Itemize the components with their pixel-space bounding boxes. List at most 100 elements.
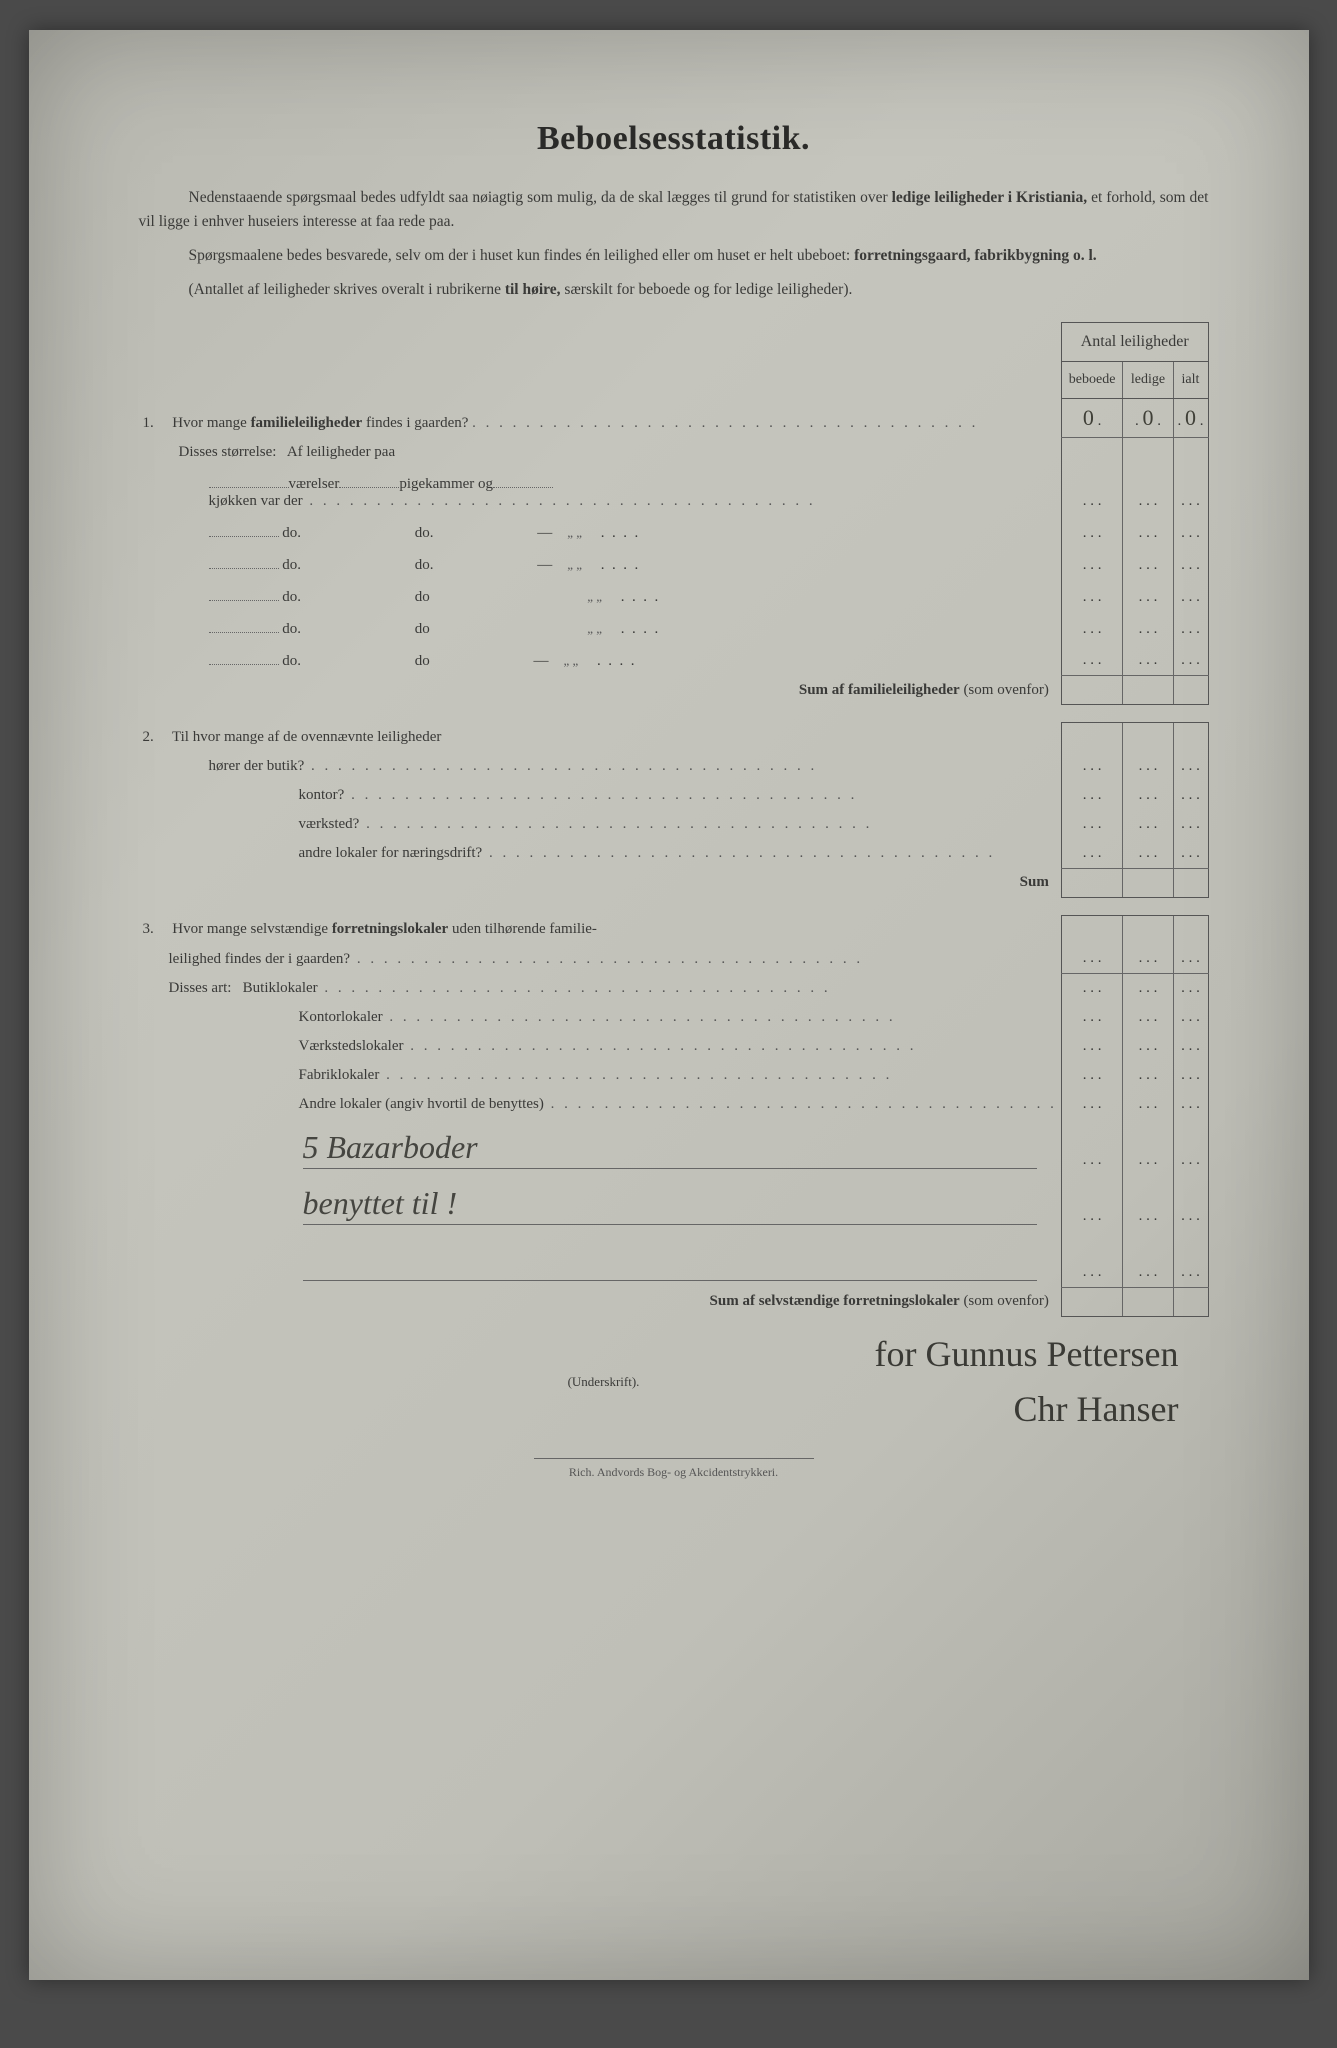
page-title: Beboelsesstatistik. bbox=[139, 120, 1209, 158]
do-label: do. bbox=[415, 557, 434, 573]
signature-line-2: Chr Hanser bbox=[139, 1390, 1179, 1430]
q3-handwritten-1: 5 Bazarboder . . .. . .. . . bbox=[139, 1119, 1209, 1175]
q1-size-row-2: do. do. — „ „ . . . . . . .. . .. . . bbox=[139, 516, 1209, 548]
q3-text: uden tilhørende familie- bbox=[448, 921, 597, 937]
q2-row: 2. Til hvor mange af de ovennævnte leili… bbox=[139, 723, 1209, 752]
q1-sum-label: Sum af familieleiligheder bbox=[799, 682, 960, 698]
intro-bold: til høire, bbox=[505, 281, 561, 298]
q3-andre-row: Andre lokaler (angiv hvortil de benyttes… bbox=[139, 1090, 1209, 1119]
q1-size-row-5: do. do „ „ . . . . . . .. . .. . . bbox=[139, 612, 1209, 644]
intro-bold: ledige leiligheder i Kristiania, bbox=[892, 189, 1087, 206]
q3-art-row: Disses art: Butiklokaler . . .. . .. . . bbox=[139, 974, 1209, 1004]
q2-number: 2. bbox=[143, 729, 169, 746]
q3-text: Hvor mange selvstændige bbox=[172, 921, 332, 937]
q1-sub-row: Disses størrelse: Af leiligheder paa bbox=[139, 438, 1209, 467]
q2-kontor-row: kontor? . . .. . .. . . bbox=[139, 781, 1209, 810]
q2-vaerksted-row: værksted? . . .. . .. . . bbox=[139, 810, 1209, 839]
dash: — bbox=[534, 653, 549, 669]
intro-text: Spørgsmaalene bedes besvarede, selv om d… bbox=[189, 247, 855, 264]
q1-sub-label2: Af leiligheder paa bbox=[287, 444, 395, 460]
q2-sum-label: Sum bbox=[139, 868, 1062, 897]
q2-sum-row: Sum bbox=[139, 868, 1209, 897]
label-kjokken: kjøkken var der bbox=[209, 493, 303, 509]
header-antal: Antal leiligheder bbox=[1061, 323, 1208, 362]
q1-text: Hvor mange bbox=[172, 415, 250, 431]
q1-size-row-4: do. do „ „ . . . . . . .. . .. . . bbox=[139, 580, 1209, 612]
q3-fabrik-row: Fabriklokaler . . .. . .. . . bbox=[139, 1061, 1209, 1090]
q3-sum-row: Sum af selvstændige forretningslokaler (… bbox=[139, 1287, 1209, 1316]
do-label: do bbox=[415, 653, 430, 669]
q1-size-row-6: do. do — „ „ . . . . . . .. . .. . . bbox=[139, 644, 1209, 676]
form-table-wrap: Antal leiligheder beboede ledige ialt 1.… bbox=[139, 322, 1209, 1317]
q3-row: 3. Hvor mange selvstændige forretningslo… bbox=[139, 915, 1209, 944]
q3-handwritten-2: benyttet til ! . . .. . .. . . bbox=[139, 1175, 1209, 1231]
q1-number: 1. bbox=[143, 415, 169, 432]
col-beboede: beboede bbox=[1061, 362, 1123, 399]
q3-sum-label: Sum af selvstændige forretningslokaler bbox=[710, 1293, 960, 1309]
do-label: do bbox=[415, 621, 430, 637]
signature-label: (Underskrift). bbox=[139, 1374, 1069, 1390]
intro-text: (Antallet af leiligheder skrives overalt… bbox=[189, 281, 505, 298]
q2-butik: hører der butik? bbox=[209, 758, 305, 774]
q3-kontor: Kontorlokaler bbox=[299, 1009, 383, 1025]
dash: — bbox=[537, 557, 552, 573]
form-table: Antal leiligheder beboede ledige ialt 1.… bbox=[139, 322, 1209, 1317]
signature-block: for Gunnus Pettersen (Underskrift). Chr … bbox=[139, 1335, 1209, 1430]
q2-vaerksted: værksted? bbox=[299, 816, 360, 832]
col-ialt: ialt bbox=[1173, 362, 1208, 399]
q1-value-ledige: 0 bbox=[1142, 405, 1153, 430]
q3-andre: Andre lokaler (angiv hvortil de benyttes… bbox=[299, 1096, 544, 1112]
q1-sum-row: Sum af familieleiligheder (som ovenfor) bbox=[139, 676, 1209, 705]
ditto-mark: „ „ bbox=[587, 589, 602, 604]
do-label: do. bbox=[282, 589, 301, 605]
q3-number: 3. bbox=[143, 921, 169, 938]
ditto-mark: „ „ bbox=[564, 653, 579, 668]
do-label: do bbox=[415, 589, 430, 605]
document-page: Beboelsesstatistik. Nedenstaaende spørgs… bbox=[29, 30, 1309, 1980]
do-label: do. bbox=[415, 525, 434, 541]
q3-sum-label2: (som ovenfor) bbox=[960, 1293, 1049, 1309]
q1-size-row-1: værelserpigekammer ogkjøkken var der . .… bbox=[139, 467, 1209, 516]
q1-bold: familieleiligheder bbox=[251, 415, 363, 431]
printer-footer: Rich. Andvords Bog- og Akcidentstrykkeri… bbox=[534, 1458, 814, 1480]
q2-text: Til hvor mange af de ovennævnte leilighe… bbox=[172, 729, 441, 745]
handwritten-text-1: 5 Bazarboder bbox=[303, 1129, 478, 1165]
q2-andre-row: andre lokaler for næringsdrift? . . .. .… bbox=[139, 839, 1209, 869]
table-header-row: Antal leiligheder bbox=[139, 323, 1209, 362]
ditto-mark: „ „ bbox=[587, 621, 602, 636]
q3-text-d: leilighed findes der i gaarden? bbox=[169, 951, 351, 967]
q1-row: 1. Hvor mange familieleiligheder findes … bbox=[139, 399, 1209, 438]
q3-bold: forretningslokaler bbox=[332, 921, 448, 937]
q1-value-beboede: 0 bbox=[1083, 405, 1094, 430]
q3-fabrik: Fabriklokaler bbox=[299, 1067, 380, 1083]
table-subheader-row: beboede ledige ialt bbox=[139, 362, 1209, 399]
q1-size-row-3: do. do. — „ „ . . . . . . .. . .. . . bbox=[139, 548, 1209, 580]
q3-butik: Butiklokaler bbox=[243, 980, 318, 996]
label-vaerelser: værelser bbox=[289, 476, 340, 492]
q3-vaerksted: Værkstedslokaler bbox=[299, 1038, 404, 1054]
do-label: do. bbox=[282, 653, 301, 669]
ditto-mark: „ „ bbox=[567, 525, 582, 540]
do-label: do. bbox=[282, 525, 301, 541]
q3-art-label: Disses art: bbox=[169, 980, 232, 996]
dash: — bbox=[537, 525, 552, 541]
label-pigekammer: pigekammer og bbox=[399, 476, 493, 492]
q1-sum-label2: (som ovenfor) bbox=[960, 682, 1049, 698]
handwritten-text-2: benyttet til ! bbox=[303, 1185, 458, 1221]
q2-butik-row: hører der butik? . . .. . .. . . bbox=[139, 752, 1209, 781]
q1-value-ialt: 0 bbox=[1185, 405, 1196, 430]
do-label: do. bbox=[282, 557, 301, 573]
signature-line-1: for Gunnus Pettersen bbox=[139, 1335, 1179, 1375]
q1-sub-label: Disses størrelse: bbox=[179, 444, 277, 460]
q3-vaerksted-row: Værkstedslokaler . . .. . .. . . bbox=[139, 1032, 1209, 1061]
intro-paragraph-3: (Antallet af leiligheder skrives overalt… bbox=[139, 278, 1209, 302]
do-label: do. bbox=[282, 621, 301, 637]
q1-text: findes i gaarden? bbox=[362, 415, 468, 431]
intro-bold: forretningsgaard, fabrikbygning o. l. bbox=[854, 247, 1097, 264]
q3-kontor-row: Kontorlokaler . . .. . .. . . bbox=[139, 1003, 1209, 1032]
q2-kontor: kontor? bbox=[299, 787, 345, 803]
q2-andre: andre lokaler for næringsdrift? bbox=[299, 845, 483, 861]
ditto-mark: „ „ bbox=[567, 557, 582, 572]
intro-paragraph-2: Spørgsmaalene bedes besvarede, selv om d… bbox=[139, 244, 1209, 268]
intro-text: Nedenstaaende spørgsmaal bedes udfyldt s… bbox=[189, 189, 892, 206]
